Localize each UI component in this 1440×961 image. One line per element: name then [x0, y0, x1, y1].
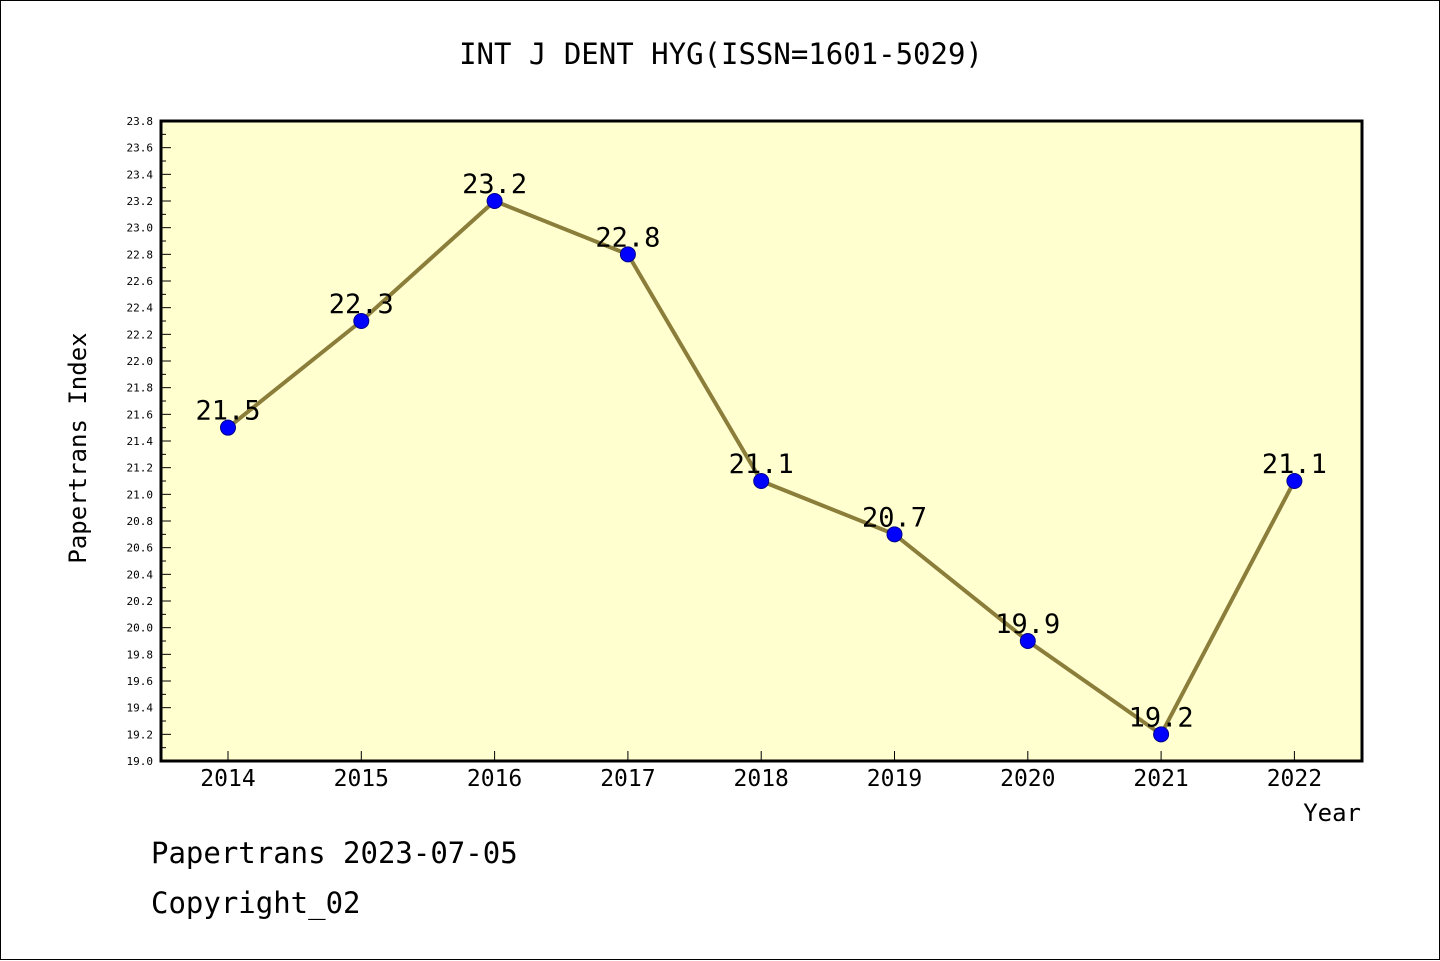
data-labels: 21.5 22.3 23.2 22.8 21.1 20.7 19.9 19.2 21.1 [195, 169, 1326, 733]
y-tick-label: 21.8 [127, 382, 154, 395]
y-tick-label: 23.6 [127, 142, 154, 155]
y-tick-label: 19.4 [127, 702, 154, 715]
data-point [1286, 473, 1303, 489]
y-axis-ticks: 19.0 19.2 19.4 19.6 19.8 20.0 20.2 20.4 20.6 20.8… [127, 115, 171, 768]
x-tick-label: 2018 [734, 766, 789, 792]
data-label: 20.7 [862, 502, 927, 533]
x-tick-label: 2017 [600, 766, 655, 792]
y-tick-label: 21.0 [127, 488, 154, 501]
x-tick-label: 2016 [467, 766, 522, 792]
footer-date: Papertrans 2023-07-05 [151, 836, 518, 870]
data-label: 21.1 [1262, 449, 1327, 480]
y-tick-label: 23.0 [127, 222, 154, 235]
y-tick-label: 23.8 [127, 115, 154, 128]
x-tick-label: 2019 [867, 766, 922, 792]
data-label: 19.9 [995, 609, 1060, 640]
x-tick-label: 2015 [334, 766, 389, 792]
data-label: 22.8 [595, 222, 660, 253]
plot-area [159, 119, 1364, 763]
y-tick-label: 20.4 [127, 568, 154, 581]
data-point [353, 313, 370, 329]
data-label: 22.3 [329, 289, 394, 320]
data-point [1019, 633, 1036, 649]
y-tick-label: 20.8 [127, 515, 154, 528]
footer-copyright: Copyright_02 [151, 886, 361, 920]
data-label: 19.2 [1129, 702, 1194, 733]
chart-title: INT J DENT HYG(ISSN=1601-5029) [459, 37, 983, 71]
data-label: 21.1 [729, 449, 794, 480]
y-tick-label: 19.6 [127, 675, 154, 688]
y-tick-label: 22.0 [127, 355, 154, 368]
y-tick-label: 22.6 [127, 275, 154, 288]
y-tick-label: 22.4 [127, 302, 154, 315]
y-axis-label: Papertrans Index [64, 332, 92, 563]
y-tick-label: 20.6 [127, 542, 154, 555]
y-tick-label: 19.0 [127, 755, 154, 768]
y-tick-label: 19.2 [127, 728, 154, 741]
x-tick-label: 2020 [1000, 766, 1055, 792]
data-point [1153, 726, 1170, 743]
y-tick-label: 23.2 [127, 195, 154, 208]
y-tick-label: 21.6 [127, 408, 154, 421]
y-tick-label: 22.2 [127, 328, 154, 341]
data-point [220, 419, 236, 436]
x-axis-ticks: 2014 2015 2016 2017 2018 2019 2020 2021 2022 [200, 751, 1322, 792]
data-label: 21.5 [195, 396, 260, 427]
data-point [486, 193, 503, 209]
x-tick-label: 2014 [200, 766, 255, 792]
y-tick-label: 20.0 [127, 622, 154, 635]
y-tick-label: 21.2 [127, 462, 154, 475]
data-label: 23.2 [462, 169, 527, 200]
y-tick-label: 20.2 [127, 595, 154, 608]
y-tick-label: 21.4 [127, 435, 154, 448]
data-point [753, 473, 770, 489]
data-points [220, 193, 1303, 743]
x-tick-label: 2021 [1133, 766, 1188, 792]
x-tick-label: 2022 [1267, 766, 1322, 792]
y-tick-label: 22.8 [127, 248, 154, 261]
y-tick-label: 23.4 [127, 168, 154, 181]
y-tick-label: 19.8 [127, 648, 154, 661]
data-point [619, 246, 636, 263]
data-point [886, 526, 903, 543]
x-axis-label: Year [1303, 799, 1361, 827]
